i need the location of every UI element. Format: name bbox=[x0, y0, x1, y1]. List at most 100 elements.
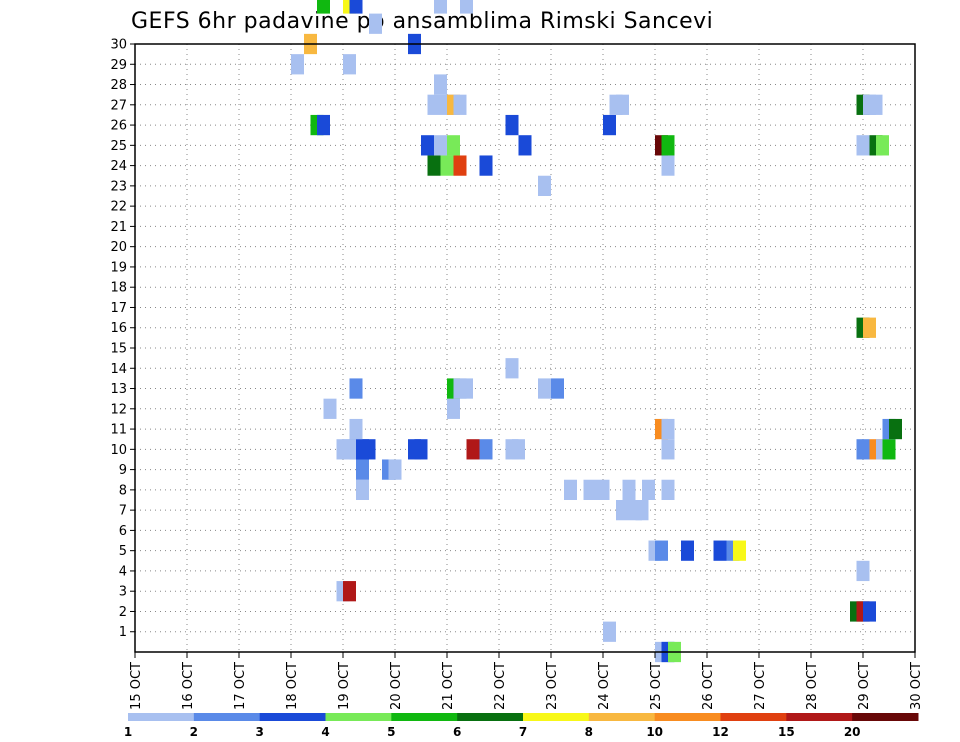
precip-cell bbox=[661, 418, 675, 440]
precip-cell bbox=[453, 94, 467, 115]
precip-cell bbox=[343, 439, 356, 460]
x-tick-label: 25 OCT bbox=[649, 662, 664, 710]
y-tick-label: 20 bbox=[110, 240, 127, 255]
colorbar-label: 15 bbox=[778, 725, 795, 739]
y-tick-label: 22 bbox=[110, 200, 127, 215]
y-tick-label: 14 bbox=[110, 362, 127, 377]
precip-cell bbox=[856, 135, 870, 156]
y-tick-label: 1 bbox=[119, 625, 127, 640]
y-tick-label: 17 bbox=[110, 301, 127, 316]
colorbar-swatch bbox=[588, 713, 656, 721]
precip-cell bbox=[538, 378, 551, 399]
x-tick-label: 27 OCT bbox=[753, 662, 768, 710]
colorbar-label: 8 bbox=[585, 725, 593, 739]
precip-cell bbox=[583, 479, 597, 500]
precip-cell bbox=[622, 479, 636, 500]
colorbar-swatch bbox=[852, 713, 919, 721]
chart-title: GEFS 6hr padavine po ansamblima Rimski S… bbox=[131, 9, 713, 34]
precip-cell bbox=[863, 317, 876, 338]
colorbar-swatch bbox=[391, 713, 458, 721]
precip-cell bbox=[863, 601, 876, 622]
y-tick-label: 4 bbox=[119, 564, 127, 579]
x-tick-label: 20 OCT bbox=[389, 662, 404, 710]
x-tick-label: 19 OCT bbox=[337, 662, 352, 710]
precip-cell bbox=[479, 155, 493, 176]
precip-cell bbox=[616, 500, 629, 521]
colorbar-label: 3 bbox=[255, 725, 263, 739]
precip-cell bbox=[655, 540, 668, 561]
precip-cell bbox=[661, 155, 675, 176]
precip-cell bbox=[343, 581, 356, 602]
colorbar-swatch bbox=[193, 713, 261, 721]
y-tick-label: 23 bbox=[110, 179, 127, 194]
colorbar-swatch bbox=[523, 713, 590, 721]
precip-cell bbox=[856, 439, 870, 460]
precip-cell bbox=[388, 459, 402, 480]
x-tick-label: 29 OCT bbox=[857, 662, 872, 710]
colorbar-swatch bbox=[128, 713, 195, 721]
x-tick-label: 16 OCT bbox=[181, 662, 196, 710]
colorbar-label: 12 bbox=[712, 725, 729, 739]
x-tick-label: 30 OCT bbox=[909, 662, 924, 710]
y-tick-label: 13 bbox=[110, 382, 127, 397]
colorbar-label: 7 bbox=[519, 725, 527, 739]
y-tick-label: 6 bbox=[119, 524, 127, 539]
y-tick-label: 11 bbox=[110, 423, 127, 438]
y-tick-label: 25 bbox=[110, 139, 127, 154]
x-axis-ticks: 15 OCT 16 OCT 17 OCT 18 OCT 19 OCT 20 OCT 21 O… bbox=[129, 652, 924, 710]
y-axis-ticks: 1234567891011121314151617181920212223242… bbox=[110, 38, 135, 640]
precip-cell bbox=[603, 621, 616, 642]
y-tick-label: 21 bbox=[110, 220, 127, 235]
precip-cell bbox=[453, 155, 467, 176]
precip-cell bbox=[635, 500, 649, 521]
precip-cell bbox=[505, 114, 519, 136]
precip-cell bbox=[427, 155, 441, 176]
precip-cell bbox=[505, 358, 519, 379]
colorbar-label: 10 bbox=[646, 725, 663, 739]
precip-cell bbox=[317, 0, 330, 14]
colorbar: 1 2 3 4 5 6 7 8 10 12 15 20 bbox=[124, 713, 919, 739]
precip-cell bbox=[356, 479, 369, 500]
y-tick-label: 26 bbox=[110, 119, 127, 134]
precip-cell bbox=[317, 114, 330, 136]
x-tick-label: 15 OCT bbox=[129, 662, 144, 710]
colorbar-label: 4 bbox=[321, 725, 329, 739]
precip-cell bbox=[414, 439, 428, 460]
precip-cell bbox=[596, 479, 610, 500]
precip-cell bbox=[323, 398, 337, 419]
precip-cell bbox=[538, 175, 551, 196]
y-tick-label: 30 bbox=[110, 38, 127, 53]
precip-cell bbox=[291, 54, 304, 75]
y-tick-label: 24 bbox=[110, 159, 127, 174]
x-tick-label: 17 OCT bbox=[233, 662, 248, 710]
colorbar-swatch bbox=[457, 713, 524, 721]
precip-cell bbox=[356, 459, 369, 480]
colorbar-label: 6 bbox=[453, 725, 461, 739]
x-tick-label: 23 OCT bbox=[545, 662, 560, 710]
x-tick-label: 26 OCT bbox=[701, 662, 716, 710]
precip-cell bbox=[661, 135, 675, 156]
precip-cell bbox=[616, 94, 629, 115]
y-tick-label: 8 bbox=[119, 483, 127, 498]
precip-cell bbox=[518, 135, 532, 156]
precip-cell bbox=[349, 418, 363, 440]
precip-cell bbox=[434, 135, 447, 156]
colorbar-swatch bbox=[259, 713, 326, 721]
precip-cell bbox=[349, 0, 363, 14]
x-tick-label: 28 OCT bbox=[805, 662, 820, 710]
precip-cell bbox=[369, 13, 382, 34]
colorbar-swatch bbox=[654, 713, 721, 721]
precip-cell bbox=[603, 114, 616, 136]
precip-cell bbox=[343, 54, 356, 75]
y-tick-label: 16 bbox=[110, 321, 127, 336]
y-tick-label: 2 bbox=[119, 605, 127, 620]
y-tick-label: 15 bbox=[110, 342, 127, 357]
precip-cell bbox=[661, 479, 675, 500]
colorbar-label: 2 bbox=[190, 725, 198, 739]
precip-cell bbox=[447, 135, 460, 156]
precip-cell bbox=[460, 378, 473, 399]
x-tick-label: 18 OCT bbox=[285, 662, 300, 710]
precip-cell bbox=[889, 418, 902, 440]
precip-cell bbox=[421, 135, 434, 156]
